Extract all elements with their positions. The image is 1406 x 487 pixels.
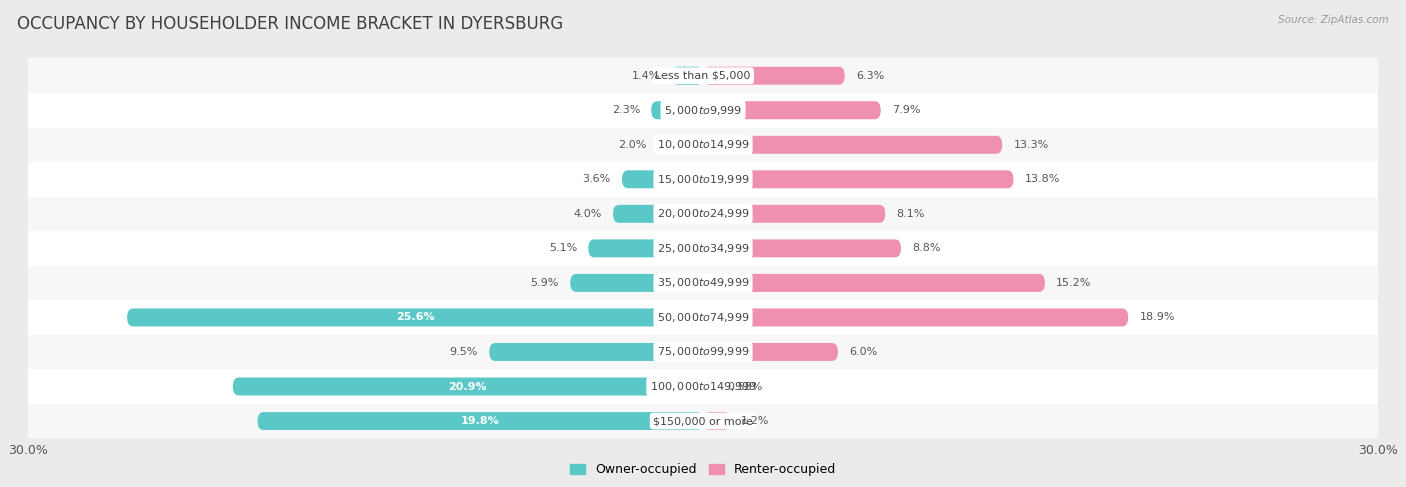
Text: 2.0%: 2.0% [619,140,647,150]
FancyBboxPatch shape [28,197,1378,231]
Text: $100,000 to $149,999: $100,000 to $149,999 [650,380,756,393]
Text: 8.1%: 8.1% [897,209,925,219]
Text: OCCUPANCY BY HOUSEHOLDER INCOME BRACKET IN DYERSBURG: OCCUPANCY BY HOUSEHOLDER INCOME BRACKET … [17,15,564,33]
Text: 20.9%: 20.9% [449,381,488,392]
Text: $50,000 to $74,999: $50,000 to $74,999 [657,311,749,324]
FancyBboxPatch shape [613,205,703,223]
FancyBboxPatch shape [703,170,1014,188]
FancyBboxPatch shape [28,369,1378,404]
FancyBboxPatch shape [28,335,1378,369]
FancyBboxPatch shape [233,377,703,395]
FancyBboxPatch shape [703,67,845,85]
Text: 1.4%: 1.4% [631,71,661,81]
FancyBboxPatch shape [28,404,1378,438]
Text: 15.2%: 15.2% [1056,278,1091,288]
Legend: Owner-occupied, Renter-occupied: Owner-occupied, Renter-occupied [565,458,841,482]
Text: $25,000 to $34,999: $25,000 to $34,999 [657,242,749,255]
Text: 7.9%: 7.9% [891,105,921,115]
Text: 2.3%: 2.3% [612,105,640,115]
Text: 18.9%: 18.9% [1139,313,1175,322]
FancyBboxPatch shape [621,170,703,188]
FancyBboxPatch shape [571,274,703,292]
Text: 9.5%: 9.5% [450,347,478,357]
Text: $75,000 to $99,999: $75,000 to $99,999 [657,345,749,358]
Text: 3.6%: 3.6% [582,174,610,184]
FancyBboxPatch shape [28,300,1378,335]
FancyBboxPatch shape [127,308,703,326]
FancyBboxPatch shape [703,377,716,395]
Text: 13.8%: 13.8% [1025,174,1060,184]
Text: 1.2%: 1.2% [741,416,769,426]
Text: Source: ZipAtlas.com: Source: ZipAtlas.com [1278,15,1389,25]
FancyBboxPatch shape [28,265,1378,300]
Text: Less than $5,000: Less than $5,000 [655,71,751,81]
Text: 5.1%: 5.1% [548,244,576,253]
FancyBboxPatch shape [28,162,1378,197]
Text: $35,000 to $49,999: $35,000 to $49,999 [657,277,749,289]
FancyBboxPatch shape [672,67,703,85]
FancyBboxPatch shape [28,93,1378,128]
Text: $5,000 to $9,999: $5,000 to $9,999 [664,104,742,117]
Text: 19.8%: 19.8% [461,416,499,426]
FancyBboxPatch shape [651,101,703,119]
Text: $10,000 to $14,999: $10,000 to $14,999 [657,138,749,151]
FancyBboxPatch shape [703,274,1045,292]
FancyBboxPatch shape [703,240,901,257]
FancyBboxPatch shape [703,101,880,119]
Text: 4.0%: 4.0% [574,209,602,219]
FancyBboxPatch shape [703,205,886,223]
Text: 6.0%: 6.0% [849,347,877,357]
Text: $150,000 or more: $150,000 or more [654,416,752,426]
FancyBboxPatch shape [703,343,838,361]
FancyBboxPatch shape [257,412,703,430]
Text: 8.8%: 8.8% [912,244,941,253]
FancyBboxPatch shape [588,240,703,257]
FancyBboxPatch shape [703,308,1128,326]
FancyBboxPatch shape [703,136,1002,154]
FancyBboxPatch shape [489,343,703,361]
Text: 13.3%: 13.3% [1014,140,1049,150]
FancyBboxPatch shape [658,136,703,154]
FancyBboxPatch shape [28,58,1378,93]
FancyBboxPatch shape [28,231,1378,265]
FancyBboxPatch shape [28,128,1378,162]
Text: $15,000 to $19,999: $15,000 to $19,999 [657,173,749,186]
Text: 6.3%: 6.3% [856,71,884,81]
Text: 5.9%: 5.9% [530,278,560,288]
Text: 25.6%: 25.6% [395,313,434,322]
Text: 0.58%: 0.58% [727,381,762,392]
FancyBboxPatch shape [703,412,730,430]
Text: $20,000 to $24,999: $20,000 to $24,999 [657,207,749,220]
